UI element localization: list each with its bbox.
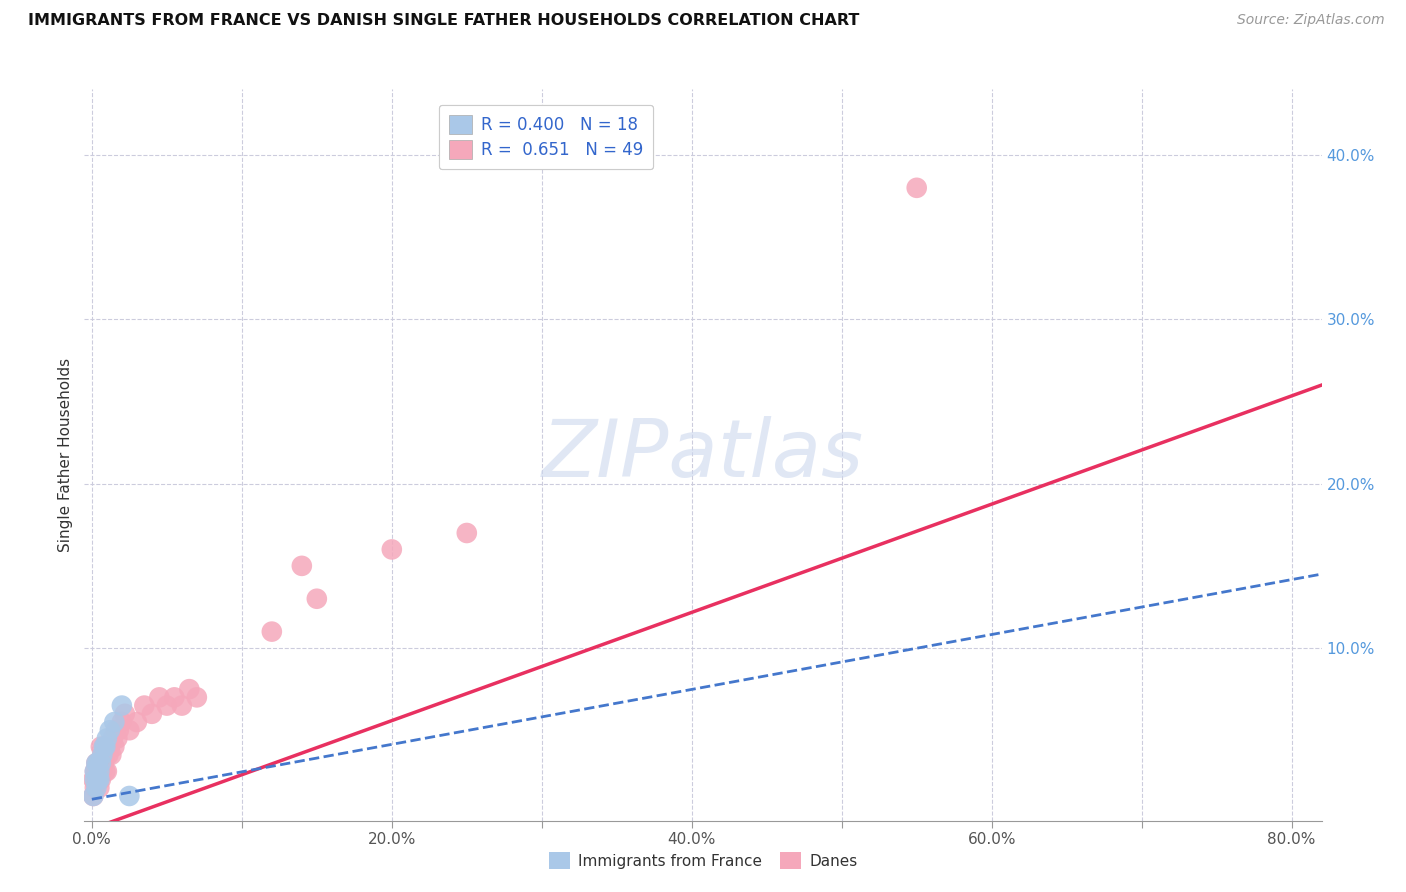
Point: [91, 747, 114, 762]
Point: [82, 789, 104, 803]
Point: [94, 764, 117, 779]
Point: [90, 756, 112, 771]
Point: [87, 756, 110, 771]
Legend: R = 0.400   N = 18, R =  0.651   N = 49: R = 0.400 N = 18, R = 0.651 N = 49: [439, 105, 652, 169]
Point: [93, 756, 115, 771]
Point: [83, 764, 105, 779]
Point: [101, 731, 124, 746]
Point: [87, 772, 110, 787]
Point: [89, 772, 111, 787]
Point: [148, 690, 170, 705]
Point: [86, 764, 108, 779]
Point: [96, 764, 118, 779]
Text: IMMIGRANTS FROM FRANCE VS DANISH SINGLE FATHER HOUSEHOLDS CORRELATION CHART: IMMIGRANTS FROM FRANCE VS DANISH SINGLE …: [28, 13, 859, 29]
Point: [94, 747, 117, 762]
Point: [90, 739, 112, 754]
Text: Source: ZipAtlas.com: Source: ZipAtlas.com: [1237, 13, 1385, 28]
Point: [111, 714, 134, 729]
Point: [82, 789, 104, 803]
Point: [104, 723, 127, 738]
Point: [86, 772, 108, 787]
Point: [89, 764, 111, 779]
Point: [134, 698, 156, 713]
Point: [111, 698, 134, 713]
Point: [103, 739, 125, 754]
Point: [905, 181, 928, 195]
Point: [83, 764, 105, 779]
Point: [105, 731, 128, 746]
Point: [89, 780, 111, 795]
Y-axis label: Single Father Households: Single Father Households: [58, 358, 73, 552]
Point: [90, 772, 112, 787]
Point: [96, 731, 118, 746]
Point: [87, 772, 110, 787]
Point: [89, 756, 111, 771]
Point: [83, 780, 105, 795]
Point: [456, 526, 478, 541]
Point: [186, 690, 208, 705]
Point: [156, 698, 179, 713]
Point: [260, 624, 283, 639]
Point: [86, 756, 108, 771]
Point: [381, 542, 404, 557]
Point: [93, 739, 115, 754]
Point: [83, 772, 105, 787]
Point: [82, 772, 104, 787]
Point: [90, 756, 112, 771]
Point: [179, 682, 201, 697]
Point: [163, 690, 186, 705]
Point: [93, 739, 115, 754]
Point: [91, 747, 114, 762]
Point: [118, 789, 141, 803]
Legend: Immigrants from France, Danes: Immigrants from France, Danes: [543, 846, 863, 875]
Point: [97, 747, 120, 762]
Text: ZIPatlas: ZIPatlas: [541, 416, 865, 494]
Point: [98, 739, 121, 754]
Point: [291, 558, 314, 573]
Point: [98, 723, 121, 738]
Point: [305, 591, 328, 606]
Point: [87, 756, 110, 771]
Point: [108, 723, 131, 738]
Point: [114, 706, 136, 721]
Point: [100, 747, 122, 762]
Point: [103, 714, 125, 729]
Point: [94, 739, 117, 754]
Point: [170, 698, 193, 713]
Point: [89, 764, 111, 779]
Point: [118, 723, 141, 738]
Point: [125, 714, 148, 729]
Point: [91, 764, 114, 779]
Point: [96, 739, 118, 754]
Point: [86, 780, 108, 795]
Point: [86, 756, 108, 771]
Point: [141, 706, 163, 721]
